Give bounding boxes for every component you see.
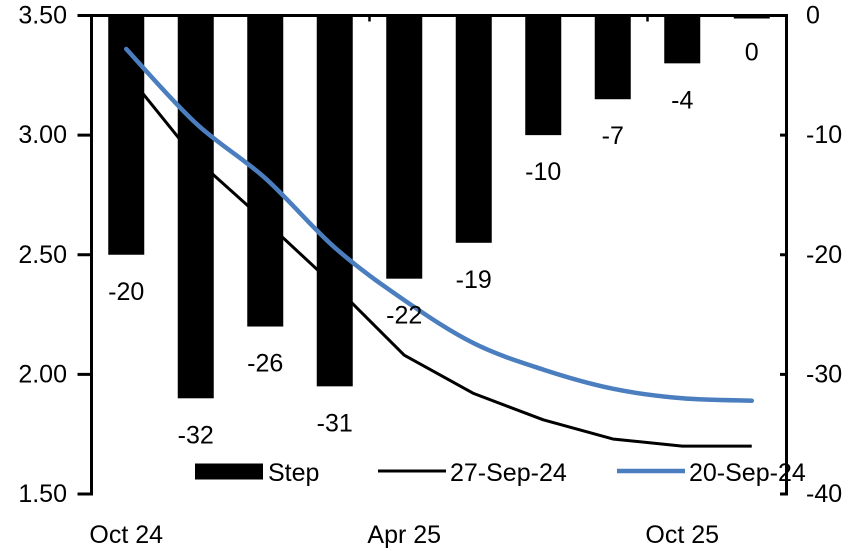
- axes: [77, 14, 788, 496]
- step-bar: [177, 14, 214, 399]
- right-axis-tick-label: -20: [806, 241, 842, 269]
- bar-value-label: -4: [671, 86, 693, 114]
- left-axis-tick-label: 1.50: [18, 480, 67, 508]
- legend-swatch-bar: [195, 463, 263, 480]
- x-axis-label: Oct 24: [89, 521, 163, 549]
- right-axis-tick-label: 0: [806, 2, 820, 30]
- bar-value-label: -7: [602, 122, 624, 150]
- line-20-sep-24: [124, 46, 754, 403]
- left-axis-tick-label: 3.50: [18, 2, 67, 30]
- bar-value-label: -19: [456, 266, 492, 294]
- left-axis-tick-label: 2.00: [18, 360, 67, 388]
- right-axis-tick-label: -10: [806, 121, 842, 149]
- left-axis-tick-label: 3.00: [18, 121, 67, 149]
- bar-value-label: -20: [108, 278, 144, 306]
- bar-value-label: 0: [745, 39, 759, 67]
- bar-value-label: -32: [178, 421, 214, 449]
- bar-value-label: -10: [525, 158, 561, 186]
- x-axis-label: Oct 25: [645, 521, 719, 549]
- bar-value-label: -31: [317, 409, 353, 437]
- legend-label-step: Step: [268, 459, 319, 487]
- right-axis-tick-label: -40: [806, 480, 842, 508]
- legend-item-27-sep-24: 27-Sep-24: [378, 459, 567, 487]
- bar-series-step: [108, 14, 770, 399]
- bar-value-label: -22: [386, 302, 422, 330]
- left-axis-tick-label: 2.50: [18, 241, 67, 269]
- legend-item-step: Step: [195, 459, 319, 487]
- labels: -20-32-26-31-22-19-10-7-403.503.002.502.…: [18, 2, 842, 550]
- x-axis-label: Apr 25: [367, 521, 441, 549]
- bar-value-label: -26: [247, 350, 283, 378]
- line-27-sep-24: [125, 71, 752, 448]
- line-series: [124, 46, 754, 448]
- step-bar: [108, 14, 145, 255]
- step-bar: [316, 14, 353, 387]
- right-axis-tick-label: -30: [806, 360, 842, 388]
- step-bar: [594, 14, 631, 100]
- step-bar: [664, 14, 701, 64]
- step-bar: [455, 14, 492, 243]
- step-bar: [525, 14, 562, 136]
- legend: Step 27-Sep-24 20-Sep-24: [195, 459, 806, 487]
- legend-label-27-sep-24: 27-Sep-24: [450, 459, 567, 487]
- step-bar: [386, 14, 423, 279]
- legend-item-20-sep-24: 20-Sep-24: [617, 459, 806, 487]
- legend-label-20-sep-24: 20-Sep-24: [689, 459, 806, 487]
